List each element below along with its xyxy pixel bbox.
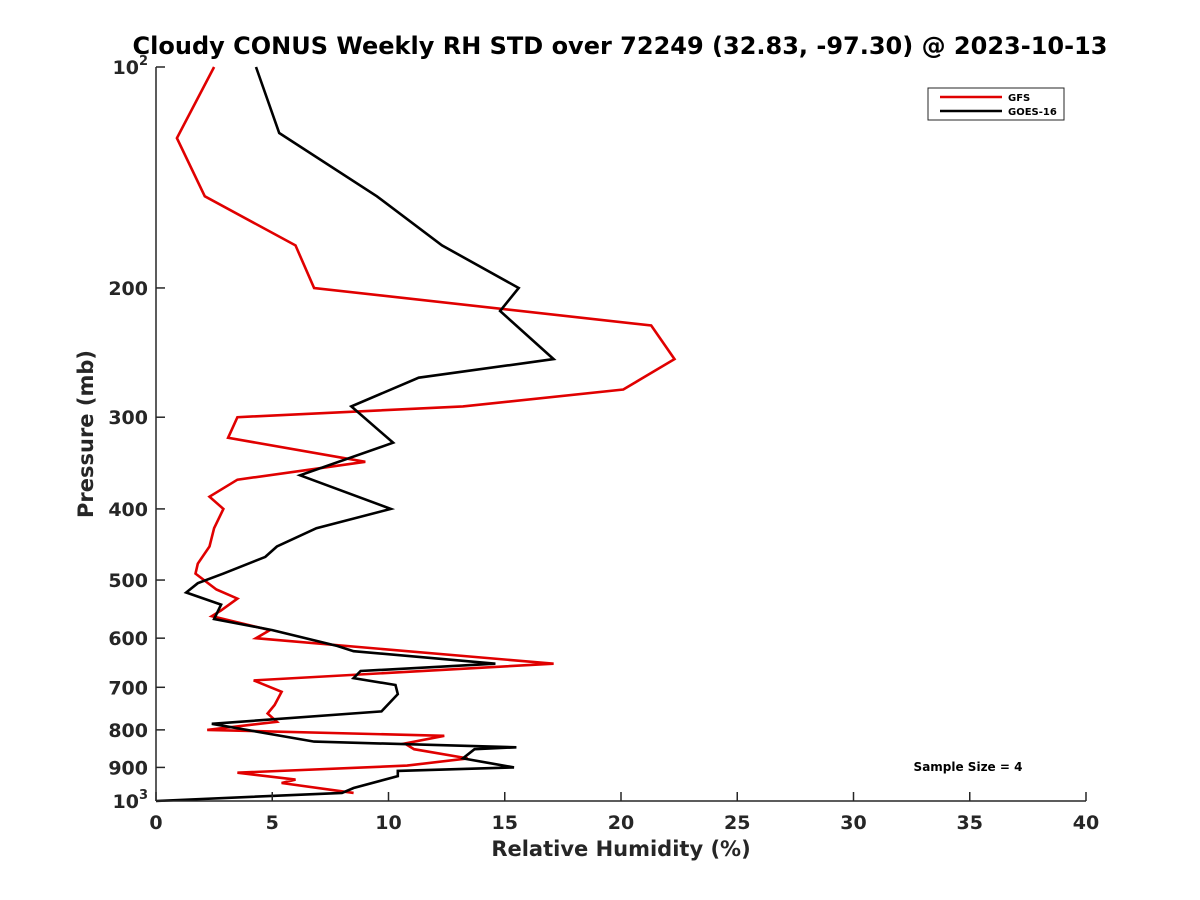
y-tick-label: 103 xyxy=(113,788,149,813)
x-tick-label: 25 xyxy=(724,812,750,834)
x-axis-label: Relative Humidity (%) xyxy=(491,837,750,861)
y-tick-label: 300 xyxy=(108,407,148,429)
y-tick-label: 900 xyxy=(108,757,148,779)
y-tick-label: 600 xyxy=(108,628,148,650)
x-tick-label: 20 xyxy=(608,812,634,834)
legend-box xyxy=(927,87,1065,121)
x-ticks: 0 5 10 15 20 25 30 35 40 xyxy=(149,792,1099,834)
y-tick-label: 102 xyxy=(113,54,149,79)
y-tick-label: 200 xyxy=(108,278,148,300)
x-tick-label: 35 xyxy=(957,812,983,834)
x-tick-label: 0 xyxy=(149,812,162,834)
series-line-goes16 xyxy=(155,66,557,803)
y-axis-label: Pressure (mb) xyxy=(74,350,98,518)
x-tick-label: 10 xyxy=(375,812,401,834)
x-tick-label: 30 xyxy=(840,812,866,834)
legend-label-gfs: GFS xyxy=(1008,93,1030,104)
x-tick-label: 5 xyxy=(266,812,279,834)
y-tick-label: 400 xyxy=(108,499,148,521)
legend: GFS GOES-16 xyxy=(927,87,1065,121)
plot-lines xyxy=(155,66,677,803)
chart-title: Cloudy CONUS Weekly RH STD over 72249 (3… xyxy=(133,32,1108,60)
y-ticks: 102 200 300 400 500 600 700 800 900 103 xyxy=(108,54,165,813)
y-tick-label: 500 xyxy=(108,570,148,592)
legend-label-goes16: GOES-16 xyxy=(1008,107,1057,118)
sample-size-annotation: Sample Size = 4 xyxy=(914,760,1023,774)
y-tick-label: 800 xyxy=(108,720,148,742)
x-tick-label: 15 xyxy=(492,812,518,834)
series-line-gfs xyxy=(175,66,677,795)
x-tick-label: 40 xyxy=(1073,812,1099,834)
y-tick-label: 700 xyxy=(108,677,148,699)
